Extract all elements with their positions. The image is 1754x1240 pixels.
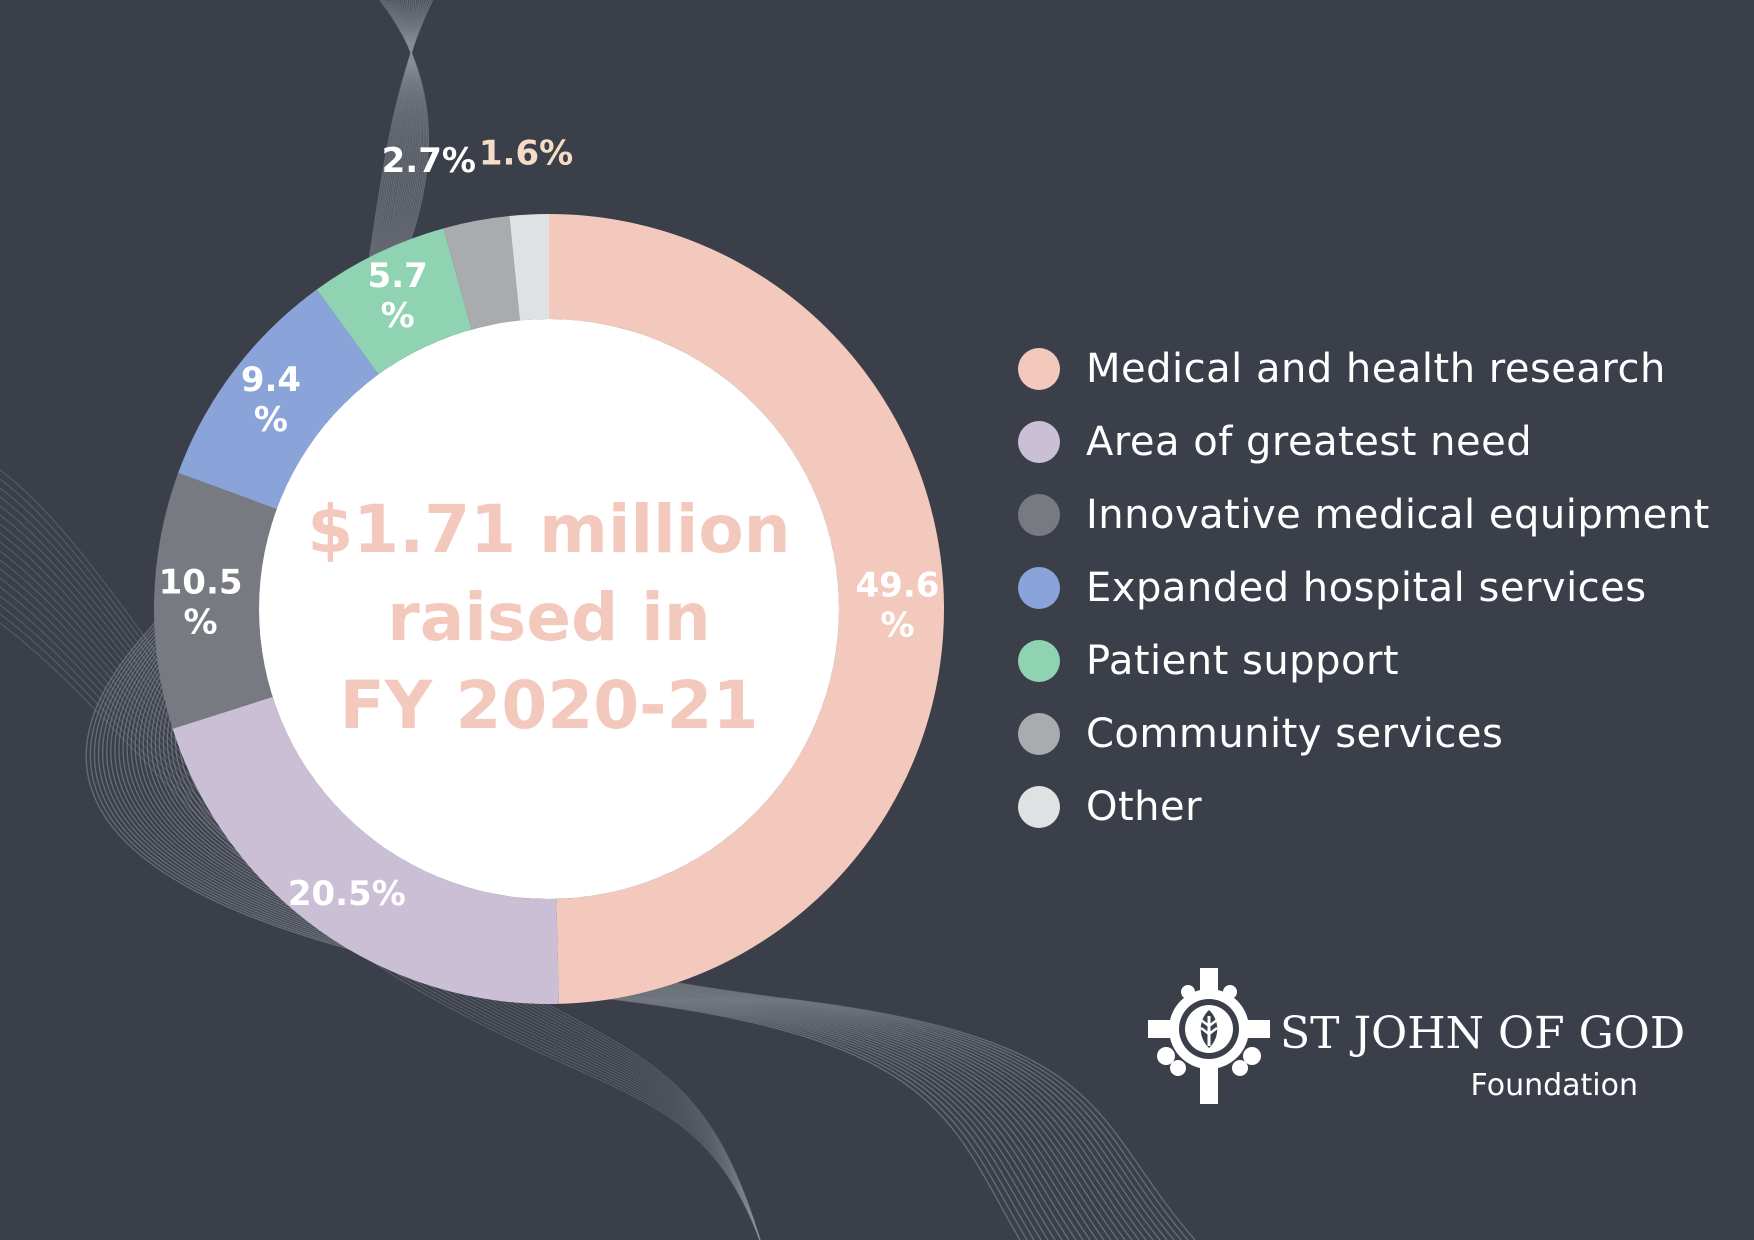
legend-label: Expanded hospital services bbox=[1086, 564, 1647, 611]
slice-label: 1.6% bbox=[479, 134, 573, 174]
legend-label: Area of greatest need bbox=[1086, 418, 1533, 465]
slice-label: 10.5% bbox=[159, 562, 243, 642]
donut-slice-other bbox=[509, 214, 549, 321]
legend-swatch bbox=[1018, 493, 1060, 536]
wave-line bbox=[0, 622, 761, 1240]
legend-item: Patient support bbox=[1018, 624, 1710, 697]
legend-swatch bbox=[1018, 712, 1060, 755]
center-title-line: FY 2020-21 bbox=[340, 667, 759, 744]
legend-item: Expanded hospital services bbox=[1018, 551, 1710, 624]
legend-item: Medical and health research bbox=[1018, 332, 1710, 405]
legend-item: Innovative medical equipment bbox=[1018, 478, 1710, 551]
legend-swatch bbox=[1018, 785, 1060, 828]
donut-slice-community-services bbox=[443, 215, 520, 330]
slice-percentage-labels: 49.6 % 20.5% 10.5 % 9.4 % 5.7 % 2.7% 1.6% bbox=[159, 134, 940, 914]
slice-label: 2.7% bbox=[382, 141, 476, 181]
legend-swatch bbox=[1018, 566, 1060, 609]
center-title: $1.71 million raised in FY 2020-21 bbox=[307, 491, 790, 744]
legend-label: Community services bbox=[1086, 710, 1504, 757]
donut-slice-patient-support bbox=[316, 228, 472, 375]
cross-emblem-icon bbox=[1148, 968, 1270, 1104]
donut-slice-medical-and-health-research bbox=[549, 214, 944, 1004]
legend-swatch bbox=[1018, 347, 1060, 390]
brand-subname: Foundation bbox=[1470, 1068, 1638, 1103]
st-john-of-god-logo: ST JOHN OF GOD Foundation bbox=[1148, 968, 1685, 1104]
legend-label: Patient support bbox=[1086, 637, 1400, 684]
legend-swatch bbox=[1018, 420, 1060, 463]
slice-label: 20.5% bbox=[288, 874, 406, 914]
slice-label: 9.4% bbox=[241, 360, 301, 440]
legend-item: Other bbox=[1018, 770, 1710, 843]
donut-slice-innovative-medical-equipment bbox=[154, 472, 277, 729]
legend-label: Medical and health research bbox=[1086, 345, 1666, 392]
legend-item: Community services bbox=[1018, 697, 1710, 770]
wave-line bbox=[0, 604, 761, 1240]
legend-label: Innovative medical equipment bbox=[1086, 491, 1710, 538]
legend-item: Area of greatest need bbox=[1018, 405, 1710, 478]
legend-swatch bbox=[1018, 639, 1060, 682]
brand-name: ST JOHN OF GOD bbox=[1280, 1008, 1686, 1059]
donut-slice-area-of-greatest-need bbox=[172, 696, 559, 1004]
wave-line bbox=[0, 613, 761, 1240]
donut-slice-expanded-hospital-services bbox=[178, 289, 379, 510]
center-title-line: raised in bbox=[387, 579, 711, 656]
legend-label: Other bbox=[1086, 783, 1203, 830]
chart-legend: Medical and health research Area of great… bbox=[1018, 332, 1710, 843]
donut-hole bbox=[259, 319, 839, 899]
donut-chart bbox=[154, 214, 944, 1004]
slice-label: 5.7% bbox=[368, 256, 428, 336]
center-title-line: $1.71 million bbox=[307, 491, 790, 568]
slice-label: 49.6% bbox=[856, 566, 940, 646]
